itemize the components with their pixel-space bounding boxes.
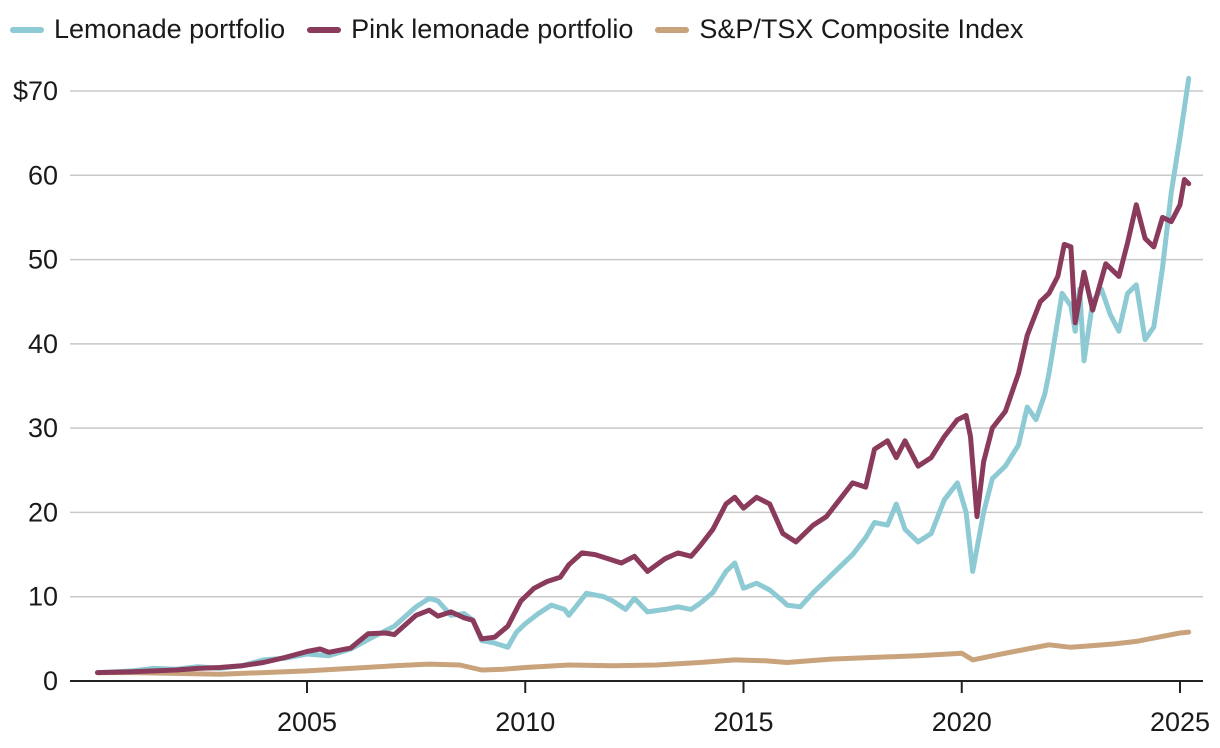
- legend-label-pink-lemonade: Pink lemonade portfolio: [351, 14, 634, 44]
- x-tick-label: 2005: [277, 707, 337, 737]
- legend-swatch-tsx: [655, 26, 690, 33]
- legend-item-tsx: S&P/TSX Composite Index: [655, 14, 1024, 45]
- series-line-tsx: [95, 629, 1192, 677]
- x-tick-label: 2025: [1150, 707, 1210, 737]
- legend-swatch-lemonade: [10, 26, 44, 33]
- y-tick-label: 60: [28, 160, 58, 190]
- x-tick-label: 2015: [713, 707, 773, 737]
- chart-legend: Lemonade portfolio Pink lemonade portfol…: [10, 14, 1046, 45]
- y-tick-label: 10: [28, 582, 58, 612]
- series-line-lemonade: [95, 75, 1192, 676]
- x-tick-label: 2020: [932, 707, 992, 737]
- legend-swatch-pink-lemonade: [307, 26, 342, 33]
- legend-label-lemonade: Lemonade portfolio: [54, 14, 286, 44]
- legend-item-pink-lemonade: Pink lemonade portfolio: [307, 14, 633, 45]
- series-line-pink-lemonade: [95, 177, 1192, 676]
- y-tick-label: 50: [28, 245, 58, 275]
- y-tick-label: 0: [43, 666, 58, 696]
- y-tick-label: $70: [13, 76, 58, 106]
- y-tick-label: 20: [28, 497, 58, 527]
- x-tick-label: 2010: [495, 707, 555, 737]
- y-tick-label: 30: [28, 413, 58, 443]
- legend-label-tsx: S&P/TSX Composite Index: [699, 14, 1024, 44]
- y-tick-label: 40: [28, 329, 58, 359]
- legend-item-lemonade: Lemonade portfolio: [10, 14, 285, 45]
